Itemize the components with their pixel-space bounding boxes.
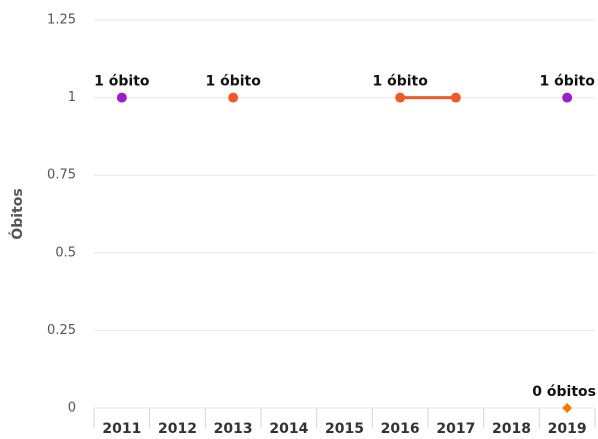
y-tick-label: 0.75 [47,168,76,183]
data-label: 1 óbito [539,74,595,90]
x-tick-label: 2016 [381,421,420,437]
point [450,92,461,103]
point [228,92,239,103]
data-label: 1 óbito [94,74,150,90]
point [562,92,573,103]
y-tick-label: 0.25 [47,323,76,338]
data-label: 1 óbito [372,74,428,90]
point [562,403,573,413]
x-tick-label: 2011 [102,421,141,437]
y-tick-label: 1 [68,90,76,105]
x-tick-label: 2013 [214,421,253,437]
point [116,92,127,103]
x-tick-label: 2019 [548,421,587,437]
x-tick-label: 2017 [436,421,475,437]
x-tick-label: 2014 [269,421,308,437]
x-tick-label: 2015 [325,421,364,437]
y-axis-label: Óbitos [8,188,26,239]
y-tick-label: 0.5 [55,245,76,260]
x-tick-label: 2012 [158,421,197,437]
x-tick-label: 2018 [492,421,531,437]
point [395,92,406,103]
y-tick-label: 0 [68,401,76,416]
data-label: 0 óbitos [532,384,596,400]
y-tick-label: 1.25 [47,13,76,28]
data-label: 1 óbito [205,74,261,90]
